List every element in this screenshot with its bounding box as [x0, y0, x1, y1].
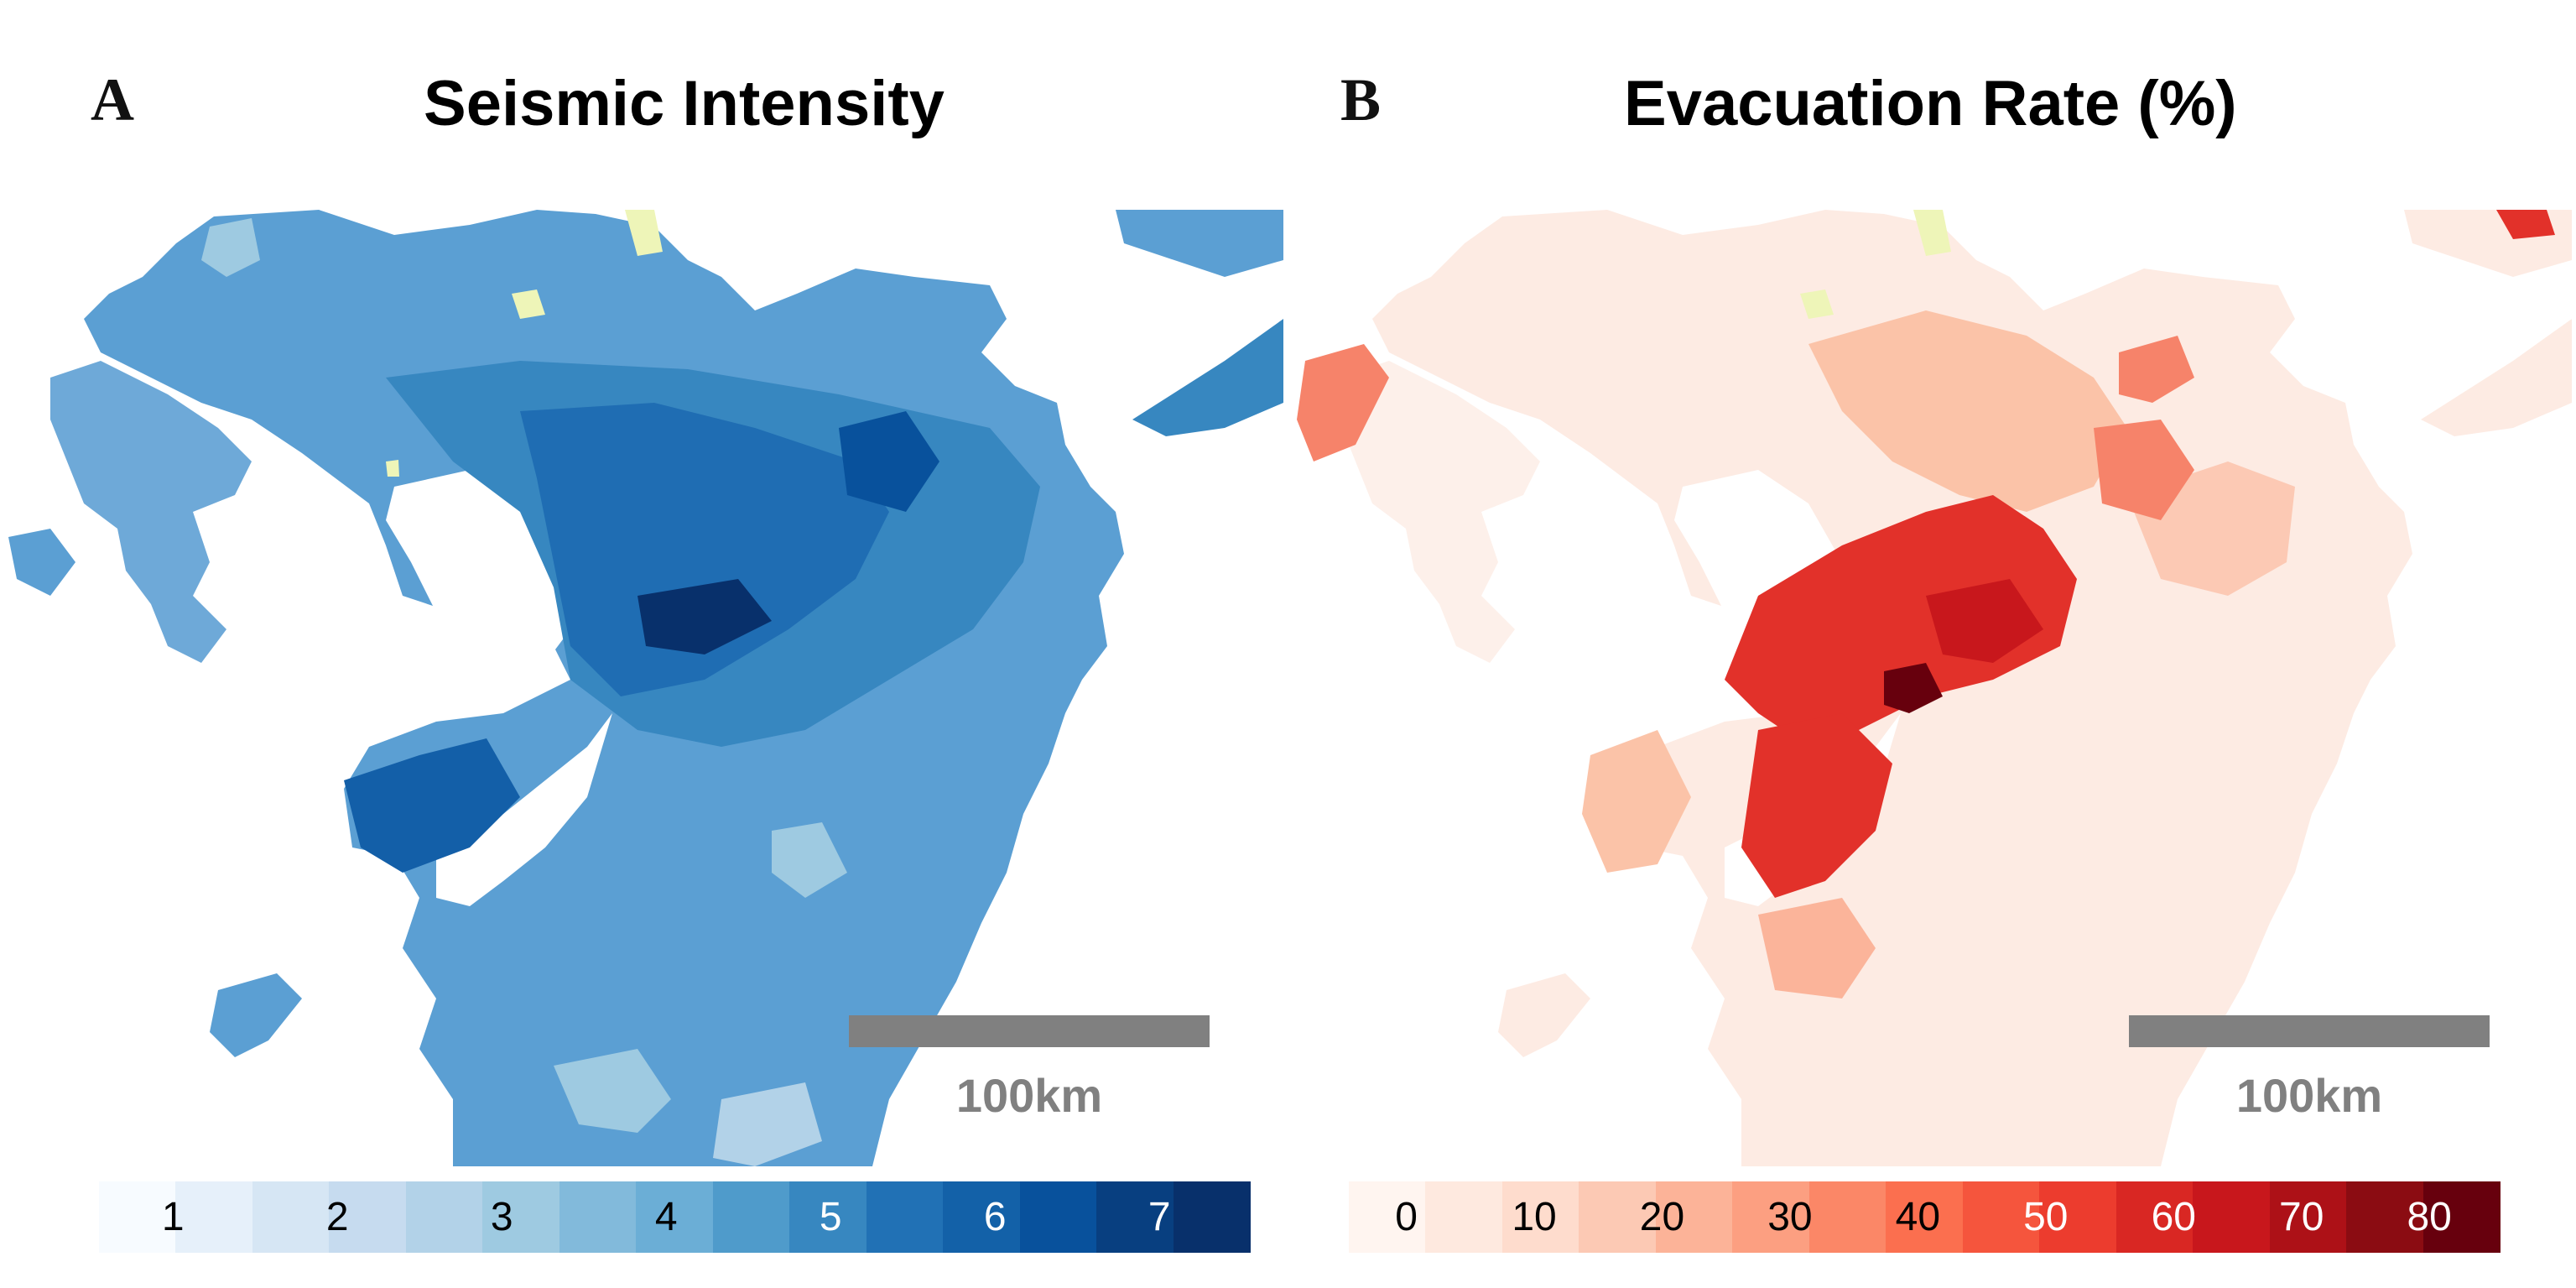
island-southwest: [210, 973, 302, 1057]
legend-label: 2: [325, 1195, 349, 1239]
evac-strong-south: [1741, 713, 1892, 898]
legend-swatch: [1808, 1181, 1887, 1253]
island-far-west: [8, 529, 75, 596]
legend-label: 80: [2407, 1195, 2452, 1239]
scale-bar: [849, 1015, 1210, 1047]
evac-strong-core-area: [1725, 495, 2077, 747]
evacuation-rate-map: 100km: [1297, 210, 2572, 1166]
legend-swatch: [2039, 1181, 2117, 1253]
nodata-patch: [1913, 210, 1951, 256]
nodata-patch: [386, 460, 399, 477]
evac-light-west: [1582, 730, 1691, 873]
island-far-west: [1297, 344, 1389, 461]
seismic-intensity-map: 100km: [8, 210, 1283, 1166]
west-peninsula: [50, 361, 252, 663]
legend-swatch: [405, 1181, 484, 1253]
legend-swatch: [1579, 1181, 1657, 1253]
legend-swatch: [1962, 1181, 2041, 1253]
legend-swatch: [1096, 1181, 1174, 1253]
panel-seismic-intensity: A Seismic Intensity 100km: [8, 66, 1283, 1253]
legend-label: 7: [1147, 1195, 1171, 1239]
legend-swatch: [2115, 1181, 2194, 1253]
intensity-6-west: [344, 738, 520, 873]
evac-mid-northeast: [2094, 420, 2194, 520]
legend-label: 40: [1895, 1195, 1941, 1239]
legend-swatch: [1732, 1181, 1810, 1253]
panel-evacuation-rate: B Evacuation Rate (%) 100km 0 10 20 30 40: [1288, 0, 2576, 1288]
evac-light-south: [1758, 898, 1876, 999]
intensity-6-zone: [520, 403, 889, 696]
legend-label: 30: [1767, 1195, 1813, 1239]
legend-swatch: [1501, 1181, 1580, 1253]
legend-swatch: [2269, 1181, 2348, 1253]
scale-bar-label: 100km: [2236, 1069, 2382, 1122]
legend-label: 6: [983, 1195, 1007, 1239]
intensity-6-northeast: [839, 411, 939, 512]
legend-swatch: [2422, 1181, 2501, 1253]
evac-high-northeast-corner: [2496, 210, 2555, 239]
legend-swatch: [1886, 1181, 1964, 1253]
legend-swatch: [1655, 1181, 1734, 1253]
legend-swatch: [789, 1181, 867, 1253]
legend-swatch: [943, 1181, 1021, 1253]
evac-core: [1926, 579, 2043, 663]
island-nw: [201, 218, 260, 277]
legend-swatch: [252, 1181, 330, 1253]
legend-swatch: [1173, 1181, 1251, 1253]
nodata-patch: [625, 210, 663, 256]
nodata-patch: [512, 289, 545, 319]
legend-label: 4: [654, 1195, 678, 1239]
legend-label: 50: [2023, 1195, 2069, 1239]
nodata-patch: [1800, 289, 1834, 319]
west-peninsula: [1339, 361, 1540, 663]
legend-swatch: [636, 1181, 714, 1253]
legend-swatch: [866, 1181, 945, 1253]
scale-bar-label: 100km: [956, 1069, 1102, 1122]
evac-light-zone: [1808, 310, 2127, 512]
strip-east: [2421, 319, 2572, 436]
pale-zone-east: [772, 822, 847, 898]
legend-swatch: [559, 1181, 637, 1253]
panel-title: Evacuation Rate (%): [1624, 68, 2237, 139]
legend-seismic-intensity: 1 2 3 4 5 6 7: [99, 1181, 1251, 1253]
legend-swatch: [712, 1181, 791, 1253]
intensity-7-core: [637, 579, 772, 654]
legend-swatch: [2193, 1181, 2271, 1253]
island-south: [554, 1049, 671, 1133]
scale-bar: [2129, 1015, 2490, 1047]
evac-mid-north: [2119, 336, 2194, 403]
legend-swatch: [329, 1181, 407, 1253]
legend-evacuation-rate: 0 10 20 30 40 50 60 70 80: [1349, 1181, 2501, 1253]
ariake-sea: [386, 470, 570, 680]
legend-swatch: [1425, 1181, 1503, 1253]
yatsushiro-sea: [436, 713, 612, 906]
strip-northeast: [1116, 210, 1283, 277]
island-southwest: [1498, 973, 1590, 1057]
legend-label: 1: [161, 1195, 185, 1239]
legend-swatch: [2346, 1181, 2424, 1253]
legend-label: 3: [490, 1195, 513, 1239]
legend-label: 5: [819, 1195, 842, 1239]
legend-swatch: [99, 1181, 177, 1253]
panel-title: Seismic Intensity: [424, 68, 945, 139]
legend-label: 70: [2279, 1195, 2324, 1239]
panel-letter: B: [1340, 66, 1382, 133]
pale-zone-south: [713, 1082, 822, 1166]
panel-letter: A: [91, 66, 134, 133]
legend-label: 20: [1639, 1195, 1685, 1239]
legend-label: 0: [1395, 1195, 1418, 1239]
legend-label: 60: [2151, 1195, 2196, 1239]
legend-swatch: [482, 1181, 560, 1253]
legend-label: 10: [1512, 1195, 1557, 1239]
legend-swatch: [1019, 1181, 1098, 1253]
legend-swatch: [175, 1181, 253, 1253]
evac-darkest: [1884, 663, 1943, 713]
legend-swatch: [1349, 1181, 1427, 1253]
strip-east: [1132, 319, 1283, 436]
